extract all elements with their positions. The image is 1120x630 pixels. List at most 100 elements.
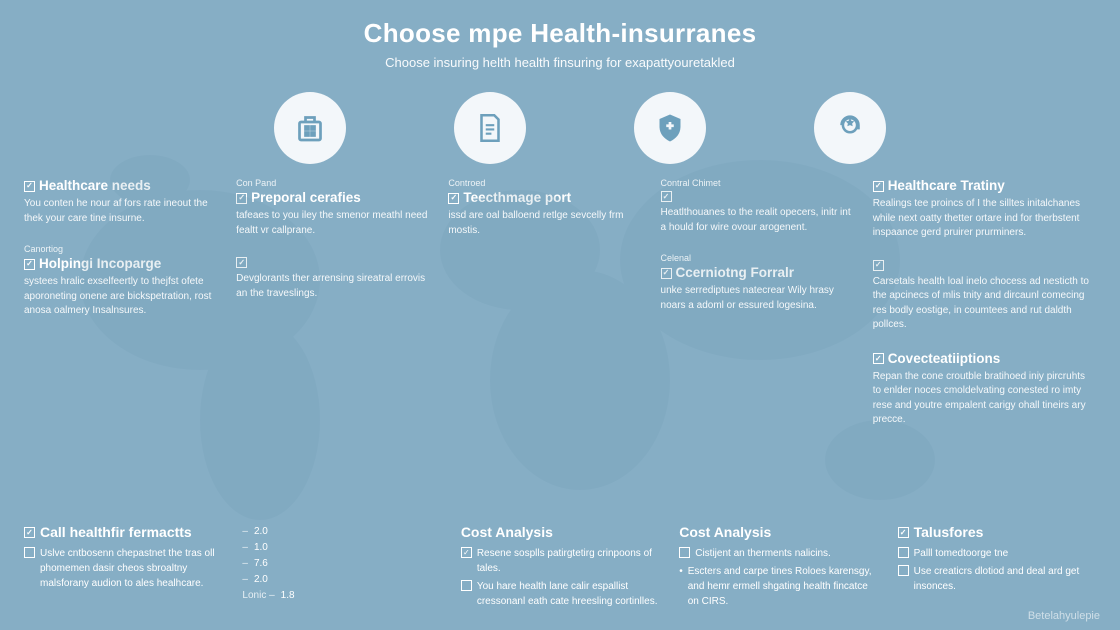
stat-value: 7.6 [254,556,268,572]
column: Con PandPreporal cerafiestafeaes to you … [236,178,430,446]
check-icon [679,547,690,558]
block-title: Holpingi Incoparge [24,256,218,271]
block-title-text: Ccerniotng Forralr [676,265,795,280]
block-body: tafeaes to you iley the smenor meathl ne… [236,209,430,238]
info-block: Devglorants ther arrensing sireatral err… [236,256,430,301]
check-icon [873,181,884,192]
line-item: Use creaticrs dlotiod and deal ard get i… [898,564,1096,594]
section-lines: Palll tomedtoorge tne Use creaticrs dloti… [898,546,1096,594]
info-block: Healthcare needs You conten he nour af fo… [24,178,218,226]
check-icon [873,260,884,271]
block-body: You conten he nour af fors rate ineout t… [24,197,218,226]
block-title: Ccerniotng Forralr [661,265,855,280]
block-body: Carsetals health loal inelo chocess ad n… [873,275,1096,333]
line-text: Resene sosplls patirgtetirg crinpoons of… [477,546,659,576]
block-body: Heatlthouanes to the realit opecers, ini… [661,206,855,235]
block-title: Covecteatiiptions [873,351,1096,366]
info-block: Carsetals health loal inelo chocess ad n… [873,259,1096,333]
check-icon [461,547,472,558]
infographic-canvas: Choose mpe Health-insurranes Choose insu… [0,0,1120,630]
section-title-text: Talusfores [914,524,984,540]
info-block: Healthcare Tratiny Realings tee proincs o… [873,178,1096,241]
section-title: Cost Analysis [679,524,877,540]
stat-value: 1.8 [281,588,295,604]
bottom-column: Cost Analysis Cistijent an therments nali… [679,524,877,612]
section-title-text: Cost Analysis [679,524,771,540]
line-text: Cistijent an therments nalicins. [695,546,831,561]
stat-dash: – [242,572,248,588]
column: Contral Chimet Heatlthouanes to the reali… [661,178,855,446]
info-block: Canortiog Holpingi Incoparge systees hrali… [24,244,218,319]
block-body: issd are oal balloend retlge sevcelly fr… [448,209,642,238]
block-title [236,256,430,268]
bottom-column: –2.0–1.0–7.6–2.0Lonic –1.8 [242,524,440,604]
line-item: Resene sosplls patirgtetirg crinpoons of… [461,546,659,576]
check-icon [24,181,35,192]
block-title: Preporal cerafies [236,190,430,205]
info-block: Contral Chimet Heatlthouanes to the reali… [661,178,855,235]
columns: Healthcare needs You conten he nour af fo… [0,178,1120,446]
stat-row: –7.6 [242,556,440,572]
page-subtitle: Choose insuring helth health finsuring f… [0,55,1120,70]
check-icon [24,527,35,538]
block-body: Repan the cone croutble bratihoed iniy p… [873,370,1096,428]
line-item: Cistijent an therments nalicins. [679,546,877,561]
section-lines: Resene sosplls patirgtetirg crinpoons of… [461,546,659,609]
bullet-icon: • [679,564,683,609]
line-text: You hare health lane calir espallist cre… [477,579,659,609]
stat-value: 2.0 [254,524,268,540]
section-title: Cost Analysis [461,524,659,540]
block-body: systees hralic exselfeertly to thejfst o… [24,275,218,319]
section-title-text: Cost Analysis [461,524,553,540]
stat-row: –2.0 [242,524,440,540]
eyebrow: Celenal [661,253,855,263]
line-text: Palll tomedtoorge tne [914,546,1009,561]
eyebrow: Contral Chimet [661,178,855,188]
stat-row: –2.0 [242,572,440,588]
bottom-column: Talusfores Palll tomedtoorge tne Use creat… [898,524,1096,597]
check-icon [236,193,247,204]
stat-value: 2.0 [254,572,268,588]
bottom-column: Call healthfir fermactts Uslve cntbosenn … [24,524,222,594]
line-item: Uslve cntbosenn chepastnet the tras oll … [24,546,222,591]
info-block: Celenal Ccerniotng Forralr unke serrediptu… [661,253,855,313]
info-block: Controed Teecthmage port issd are oal ball… [448,178,642,238]
stat-dash: – [242,524,248,540]
eyebrow: Canortiog [24,244,218,254]
check-icon [661,191,672,202]
stat-value: 1.0 [254,540,268,556]
icons-row [180,92,940,164]
block-title: Teecthmage port [448,190,642,205]
stat-row: –1.0 [242,540,440,556]
column: Controed Teecthmage port issd are oal ball… [448,178,642,446]
block-title-text: Covecteatiiptions [888,351,1001,366]
block-title-text: Healthcare Tratiny [888,178,1005,193]
block-body: Devglorants ther arrensing sireatral err… [236,272,430,301]
support-icon [814,92,886,164]
stat-row: Lonic – 1.8 [242,588,440,604]
page-title: Choose mpe Health-insurranes [0,18,1120,49]
section-title-text: Call healthfir fermactts [40,524,192,540]
hospital-icon [274,92,346,164]
block-body: unke serrediptues natecrear Wily hrasy n… [661,284,855,313]
check-icon [448,193,459,204]
block-title [661,190,855,202]
block-body: Realings tee proincs of I the silltes in… [873,197,1096,241]
stat-dash: – [242,540,248,556]
line-text: Use creaticrs dlotiod and deal ard get i… [914,564,1096,594]
line-text: Uslve cntbosenn chepastnet the tras oll … [40,546,222,591]
block-title-text: Healthcare needs [39,178,151,193]
block-title: Healthcare needs [24,178,218,193]
section-lines: Uslve cntbosenn chepastnet the tras oll … [24,546,222,591]
block-title-text: Preporal cerafies [251,190,361,205]
info-block: Con PandPreporal cerafiestafeaes to you … [236,178,430,238]
stat-dash: Lonic – [242,588,274,604]
line-item: Palll tomedtoorge tne [898,546,1096,561]
watermark: Betelahyulepie [1028,610,1100,622]
block-title-text: Holpingi Incoparge [39,256,161,271]
eyebrow: Controed [448,178,642,188]
line-item: •Escters and carpe tines Roloes karensgy… [679,564,877,609]
document-icon [454,92,526,164]
block-title [873,259,1096,271]
stat-dash: – [242,556,248,572]
